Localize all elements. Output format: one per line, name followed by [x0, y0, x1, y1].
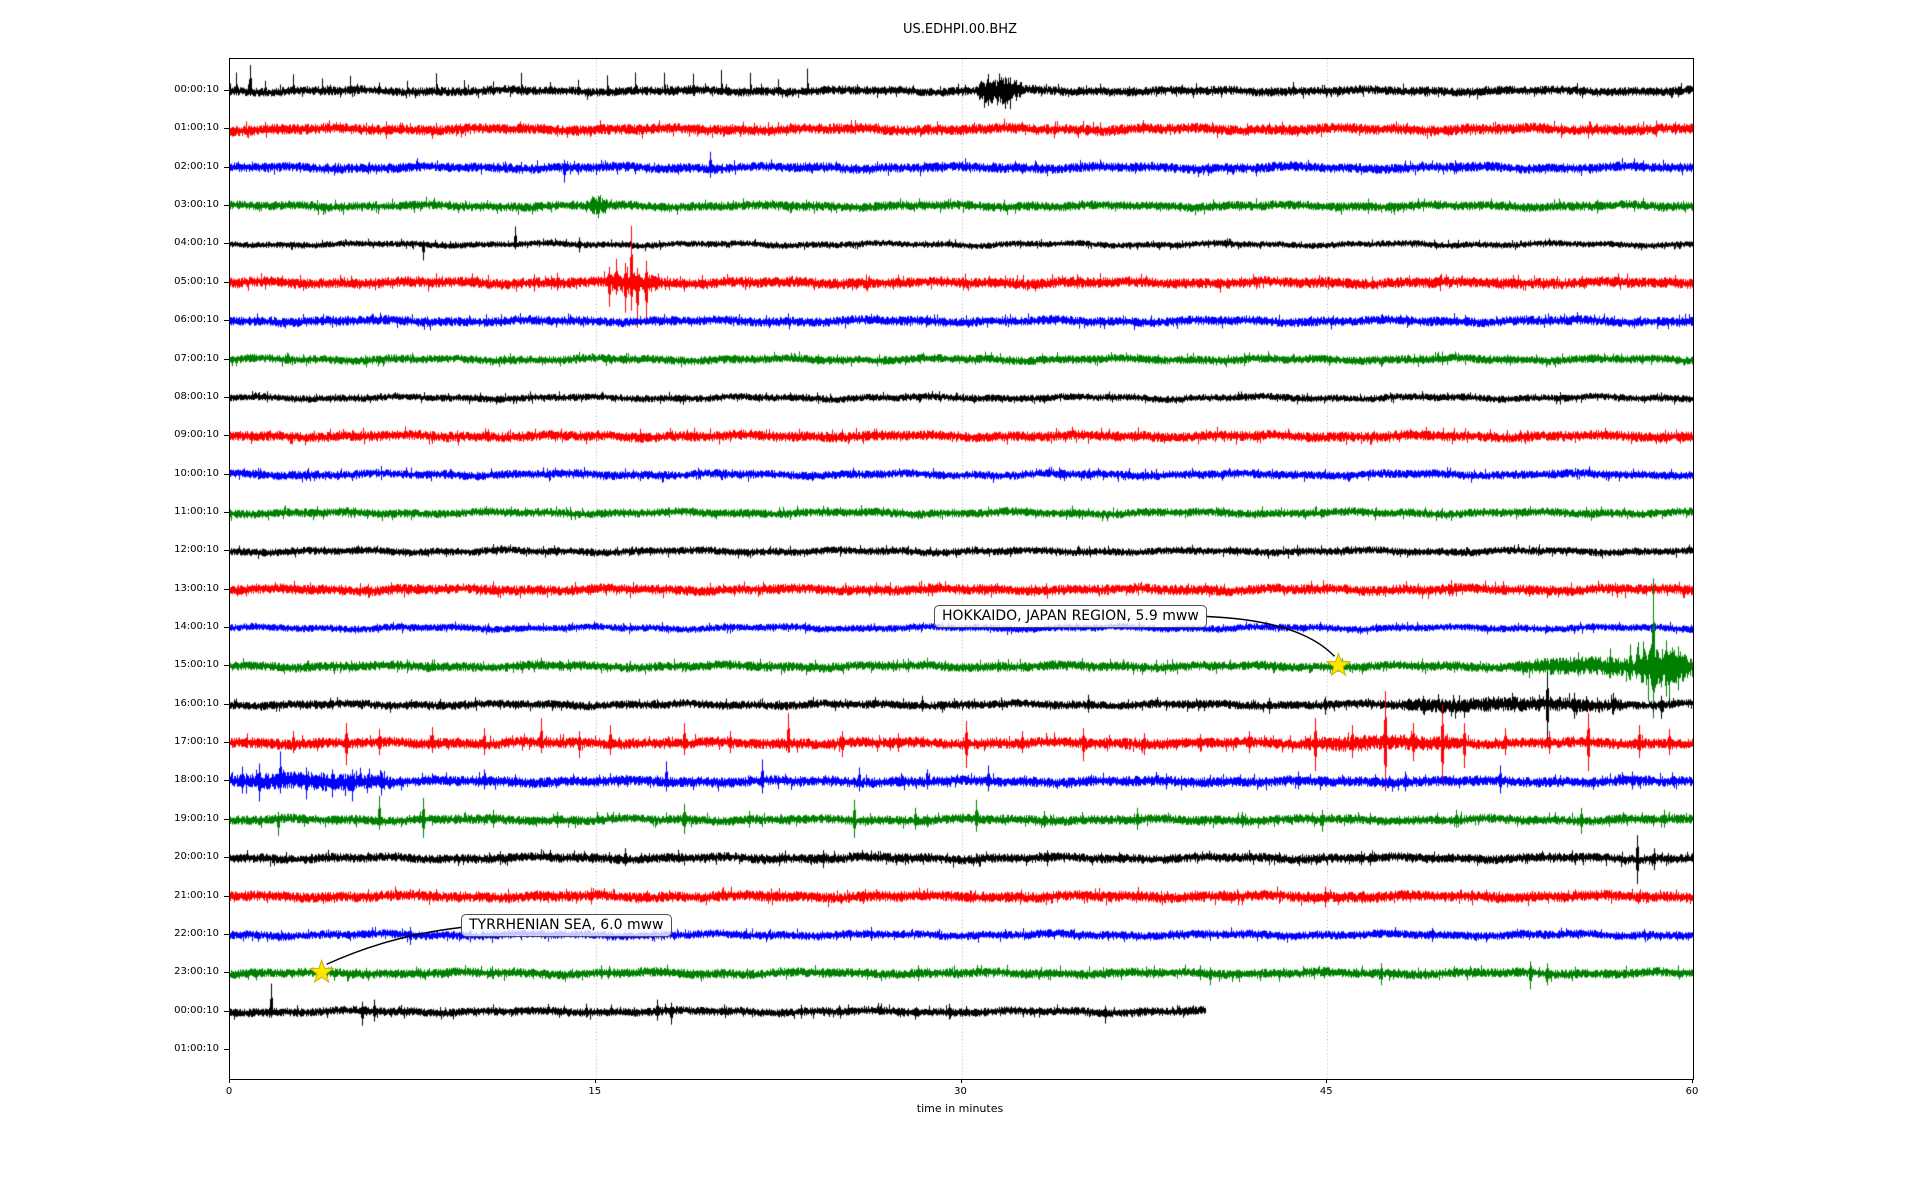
y-tick [224, 780, 229, 782]
y-tick [224, 1010, 229, 1012]
y-tick [224, 818, 229, 820]
x-tick-label: 15 [588, 1086, 602, 1097]
y-tick-label: 23:00:10 [174, 966, 219, 978]
y-tick [224, 166, 229, 168]
y-tick [224, 627, 229, 629]
x-tick-label: 45 [1319, 1086, 1333, 1097]
y-tick [224, 90, 229, 91]
y-tick-label: 05:00:10 [174, 275, 219, 287]
y-tick [224, 703, 229, 705]
y-tick-label: 11:00:10 [174, 505, 219, 517]
x-tick [229, 1079, 230, 1083]
x-axis-label: time in minutes [916, 1102, 1004, 1115]
y-tick-label: 00:00:10 [174, 1004, 219, 1016]
y-tick-label: 19:00:10 [174, 812, 219, 824]
y-tick-label: 15:00:10 [174, 659, 219, 671]
y-tick [224, 588, 229, 590]
y-tick-label: 03:00:10 [174, 199, 219, 211]
y-tick-label: 22:00:10 [174, 927, 219, 939]
x-tick [1326, 1079, 1328, 1083]
seismogram-canvas [230, 59, 1693, 1079]
y-tick [224, 281, 229, 283]
y-tick [224, 128, 229, 130]
x-tick-label: 30 [954, 1086, 967, 1097]
x-tick [594, 1079, 596, 1083]
y-tick-label: 20:00:10 [174, 851, 219, 863]
y-tick-label: 01:00:10 [174, 1043, 219, 1054]
y-tick [224, 358, 229, 360]
annotation-box-hokkaido: HOKKAIDO, JAPAN REGION, 5.9 mww [934, 605, 1207, 628]
y-tick-label: 00:00:10 [174, 84, 219, 95]
y-tick-label: 02:00:10 [174, 160, 219, 172]
x-tick-label: 0 [225, 1086, 233, 1097]
y-tick-label: 08:00:10 [174, 390, 219, 402]
y-tick [224, 742, 229, 744]
x-tick [1692, 1079, 1693, 1083]
y-tick-label: 12:00:10 [174, 544, 219, 556]
y-tick [224, 243, 229, 245]
x-tick [960, 1079, 962, 1083]
y-tick [224, 857, 229, 859]
y-tick [224, 895, 229, 897]
y-tick [224, 396, 229, 398]
y-tick-label: 16:00:10 [174, 697, 219, 709]
y-tick [224, 205, 229, 207]
y-tick [224, 1049, 229, 1050]
plot-title: US.EDHPI.00.BHZ [903, 22, 1017, 37]
y-tick [224, 511, 229, 513]
plot-area [229, 58, 1694, 1080]
y-tick-label: 14:00:10 [174, 621, 219, 633]
y-tick [224, 550, 229, 552]
y-tick-label: 21:00:10 [174, 889, 219, 901]
y-tick-label: 17:00:10 [174, 736, 219, 748]
y-tick [224, 665, 229, 667]
x-tick-label: 60 [1685, 1086, 1699, 1097]
y-tick-label: 18:00:10 [174, 774, 219, 786]
y-tick-label: 01:00:10 [174, 122, 219, 134]
y-tick-label: 07:00:10 [174, 352, 219, 364]
y-tick [224, 320, 229, 322]
y-tick-label: 04:00:10 [174, 237, 219, 249]
y-tick-label: 10:00:10 [174, 467, 219, 479]
y-tick [224, 473, 229, 475]
y-tick [224, 435, 229, 437]
y-tick-label: 13:00:10 [174, 582, 219, 594]
y-tick-label: 09:00:10 [174, 429, 219, 441]
y-tick [224, 933, 229, 935]
y-tick-label: 06:00:10 [174, 314, 219, 326]
annotation-box-tyrrhenian: TYRRHENIAN SEA, 6.0 mww [461, 914, 672, 937]
y-tick [224, 972, 229, 974]
